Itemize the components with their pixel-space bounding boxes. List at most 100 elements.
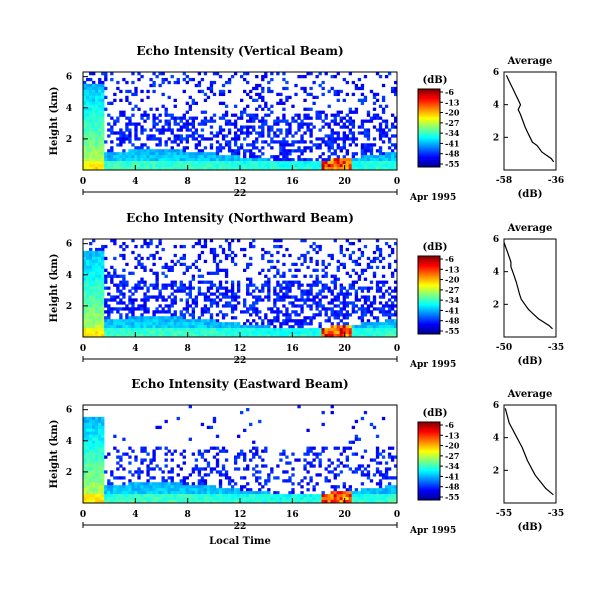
x-tick-label: 12 (234, 344, 247, 354)
panel-0: Echo Intensity (Vertical Beam) 2 4 6 Height … (49, 44, 564, 203)
profile-y-tick-label: 6 (493, 235, 499, 245)
y-tick-label: 4 (66, 104, 72, 114)
x-tick-label: 0 (80, 510, 86, 520)
x-tick-label: 16 (286, 177, 299, 187)
colorbar-tick-label: -27 (445, 451, 459, 461)
heatmap (83, 239, 397, 337)
x-tick-label: 0 (394, 510, 400, 520)
colorbar-tick-label: -20 (445, 275, 460, 285)
profile-y-tick-label: 4 (493, 101, 499, 111)
colorbar-tick-label: -13 (445, 97, 460, 107)
profile-frame (503, 238, 557, 338)
profile-x-label: (dB) (518, 356, 543, 367)
y-axis-label: Height (km) (49, 254, 60, 323)
colorbar-unit: (dB) (423, 408, 448, 419)
heatmap (83, 405, 397, 503)
profile-frame (503, 71, 557, 171)
x-tick-label: 0 (80, 177, 86, 187)
heatmap (83, 72, 397, 170)
panel-2: Echo Intensity (Eastward Beam) 2 4 6 Height … (49, 377, 564, 547)
colorbar (417, 88, 441, 168)
x-tick-label: 12 (234, 177, 247, 187)
x-tick-label: 4 (132, 177, 138, 187)
x-tick-label: 20 (338, 177, 351, 187)
profile-y-tick-label: 2 (493, 133, 499, 143)
profile-x-tick-label: -35 (548, 509, 564, 519)
colorbar-unit: (dB) (423, 242, 448, 253)
colorbar-tick-label: -34 (445, 128, 460, 138)
x-tick-label: 0 (394, 344, 400, 354)
y-tick-label: 6 (66, 73, 72, 83)
date-suffix: Apr 1995 (409, 526, 456, 536)
colorbar-tick-label: -41 (445, 138, 459, 148)
y-axis-label: Height (km) (49, 87, 60, 156)
y-tick-label: 2 (66, 135, 72, 145)
x-tick-label: 20 (338, 510, 351, 520)
date-suffix: Apr 1995 (409, 360, 456, 370)
date-label: 22 (234, 356, 247, 366)
date-label: 22 (234, 522, 247, 532)
profile-y-tick-label: 6 (493, 68, 499, 78)
colorbar (417, 255, 441, 335)
profile-y-tick-label: 2 (493, 466, 499, 476)
profile-y-tick-label: 4 (493, 434, 499, 444)
colorbar-tick-label: -34 (445, 461, 460, 471)
colorbar (417, 421, 441, 501)
panel-1: Echo Intensity (Northward Beam) 2 4 6 Height… (49, 211, 564, 370)
y-tick-label: 2 (66, 302, 72, 312)
x-tick-label: 0 (394, 177, 400, 187)
x-tick-label: 8 (185, 177, 191, 187)
x-tick-label: 8 (185, 344, 191, 354)
panel-title: Echo Intensity (Vertical Beam) (136, 44, 343, 58)
profile-x-tick-label: -50 (496, 343, 512, 353)
panel-title: Echo Intensity (Northward Beam) (126, 211, 354, 225)
profile-title: Average (507, 389, 553, 400)
colorbar-tick-label: -6 (445, 87, 454, 97)
x-tick-label: 0 (80, 344, 86, 354)
x-tick-label: 12 (234, 510, 247, 520)
y-axis-label: Height (km) (49, 420, 60, 489)
x-axis-label: Local Time (209, 536, 271, 547)
x-tick-label: 8 (185, 510, 191, 520)
profile-x-tick-label: -36 (548, 176, 564, 186)
profile-y-tick-label: 4 (493, 268, 499, 278)
y-tick-label: 4 (66, 437, 72, 447)
x-tick-label: 4 (132, 510, 138, 520)
colorbar-tick-label: -48 (445, 482, 460, 492)
colorbar-tick-label: -48 (445, 149, 460, 159)
profile-frame (503, 404, 557, 504)
profile-title: Average (507, 56, 553, 67)
colorbar-tick-label: -6 (445, 254, 454, 264)
colorbar-tick-label: -13 (445, 264, 460, 274)
profile-y-tick-label: 2 (493, 300, 499, 310)
panel-title: Echo Intensity (Eastward Beam) (131, 377, 348, 391)
colorbar-tick-label: -34 (445, 295, 460, 305)
profile-x-label: (dB) (518, 189, 543, 200)
colorbar-tick-label: -41 (445, 471, 459, 481)
profile-x-tick-label: -58 (496, 176, 512, 186)
colorbar-tick-label: -55 (445, 326, 459, 336)
profile-x-tick-label: -35 (548, 343, 564, 353)
colorbar-tick-label: -41 (445, 305, 459, 315)
x-tick-label: 16 (286, 510, 299, 520)
profile-line (503, 242, 553, 330)
profile-x-label: (dB) (518, 522, 543, 533)
y-tick-label: 4 (66, 271, 72, 281)
colorbar-tick-label: -55 (445, 492, 459, 502)
profile-title: Average (507, 223, 553, 234)
colorbar-unit: (dB) (423, 75, 448, 86)
colorbar-tick-label: -13 (445, 430, 460, 440)
colorbar-tick-label: -55 (445, 159, 459, 169)
x-tick-label: 20 (338, 344, 351, 354)
y-tick-label: 2 (66, 468, 72, 478)
colorbar-tick-label: -6 (445, 420, 454, 430)
profile-y-tick-label: 6 (493, 401, 499, 411)
colorbar-tick-label: -20 (445, 441, 460, 451)
y-tick-label: 6 (66, 240, 72, 250)
date-suffix: Apr 1995 (409, 193, 456, 203)
colorbar-tick-label: -27 (445, 285, 459, 295)
y-tick-label: 6 (66, 406, 72, 416)
colorbar-tick-label: -27 (445, 118, 459, 128)
profile-line (505, 75, 555, 163)
